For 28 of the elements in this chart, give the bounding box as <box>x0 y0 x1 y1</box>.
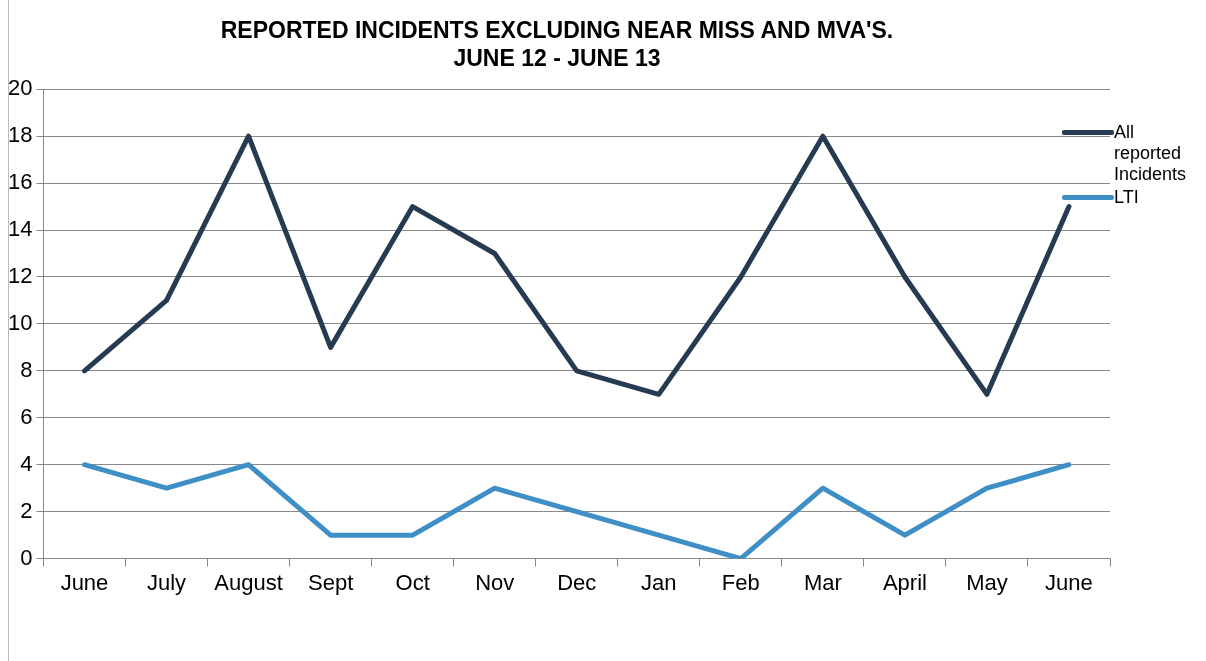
x-tick-label: Mar <box>803 569 842 595</box>
x-tick-label: May <box>966 569 1008 595</box>
x-tick-label: April <box>882 569 927 595</box>
y-tick-label: 0 <box>20 544 33 570</box>
chart-subtitle: JUNE 12 - JUNE 13 <box>453 44 661 71</box>
y-tick-label: 14 <box>7 216 33 242</box>
x-tick-label: Sept <box>307 569 354 595</box>
x-tick-label: August <box>214 569 283 595</box>
x-tick-label: July <box>146 569 187 595</box>
x-tick-label: June <box>60 569 109 595</box>
y-tick-label: 16 <box>7 169 33 195</box>
y-tick-label: 12 <box>7 263 33 289</box>
legend-label: All reported Incidents <box>1114 122 1188 185</box>
x-tick-label: Jan <box>641 569 677 595</box>
x-tick-label: June <box>1045 569 1093 595</box>
y-tick-label: 4 <box>20 450 33 476</box>
x-tick-label: Feb <box>721 569 760 595</box>
x-tick-label: Nov <box>475 569 515 595</box>
y-tick-label: 8 <box>20 356 33 382</box>
y-tick-label: 18 <box>7 122 33 148</box>
x-tick-label: Oct <box>395 569 430 595</box>
y-tick-label: 2 <box>20 497 33 523</box>
y-tick-label: 20 <box>7 75 33 101</box>
y-tick-label: 6 <box>20 403 33 429</box>
chart-title: REPORTED INCIDENTS EXCLUDING NEAR MISS AND MVA'S. <box>220 17 894 44</box>
legend-label: LTI <box>1114 187 1139 208</box>
x-tick-label: Dec <box>557 569 597 595</box>
y-tick-label: 10 <box>7 309 33 335</box>
